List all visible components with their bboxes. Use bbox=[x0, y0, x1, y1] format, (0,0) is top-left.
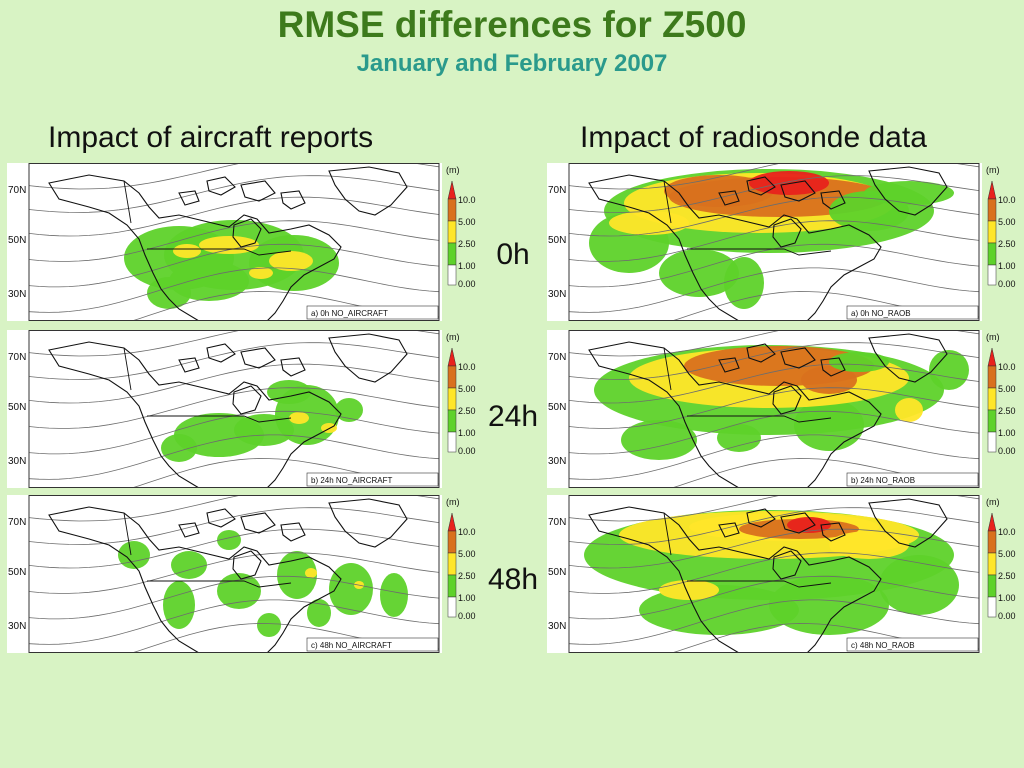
legend-level: 0.00 bbox=[458, 279, 476, 289]
lead-time-label-24h: 24h bbox=[487, 400, 539, 433]
legend-colorbar: (m) 10.0 5.00 2.50 1.00 0.00 bbox=[446, 497, 476, 621]
panel-caption: c) 48h NO_RAOB bbox=[846, 637, 979, 652]
panel-caption: a) 0h NO_AIRCRAFT bbox=[306, 305, 439, 320]
legend-level: 0.00 bbox=[458, 446, 476, 456]
legend-level: 10.0 bbox=[998, 527, 1016, 537]
latitude-label-30n: 30N bbox=[8, 289, 26, 300]
map-panel-radiosonde-48h: 70N 50N 30N c) 48h NO_RAOB (m) 10.0 5.00 2.50 1.… bbox=[547, 495, 1016, 653]
coastline bbox=[48, 166, 408, 321]
rmse-shading bbox=[161, 380, 363, 462]
map-panel-aircraft-0h: 70N 50N 30N a) 0h NO_AIRCRAFT (m) 10.0 5.00 2.5… bbox=[7, 163, 476, 321]
legend-level: 1.00 bbox=[458, 428, 476, 438]
legend-level: 10.0 bbox=[458, 362, 476, 372]
legend-level: 10.0 bbox=[458, 195, 476, 205]
legend-level: 2.50 bbox=[998, 571, 1016, 581]
svg-text:c) 48h NO_AIRCRAFT: c) 48h NO_AIRCRAFT bbox=[311, 641, 392, 650]
legend-level: 5.00 bbox=[458, 384, 476, 394]
legend-unit: (m) bbox=[986, 165, 1000, 175]
rmse-shading bbox=[589, 169, 954, 309]
legend-level: 10.0 bbox=[458, 527, 476, 537]
coastline bbox=[48, 333, 408, 488]
rmse-shading bbox=[584, 510, 959, 635]
panel-caption: b) 24h NO_RAOB bbox=[846, 472, 979, 487]
legend-level: 2.50 bbox=[458, 239, 476, 249]
latitude-label-30n: 30N bbox=[548, 289, 566, 300]
latitude-label-70n: 70N bbox=[548, 185, 566, 196]
legend-colorbar: (m) 10.0 5.00 2.50 1.00 0.00 bbox=[986, 332, 1016, 456]
svg-text:b) 24h NO_RAOB: b) 24h NO_RAOB bbox=[851, 476, 915, 485]
lead-time-label-0h: 0h bbox=[496, 238, 530, 271]
legend-colorbar: (m) 10.0 5.00 2.50 1.00 0.00 bbox=[446, 165, 476, 289]
legend-level: 10.0 bbox=[998, 195, 1016, 205]
latitude-label-50n: 50N bbox=[548, 567, 566, 578]
latitude-label-70n: 70N bbox=[8, 185, 26, 196]
column-heading-radiosonde: Impact of radiosonde data bbox=[580, 121, 927, 154]
latitude-label-70n: 70N bbox=[8, 352, 26, 363]
panel-caption: c) 48h NO_AIRCRAFT bbox=[306, 637, 439, 652]
slide-subtitle: January and February 2007 bbox=[356, 50, 668, 77]
rmse-shading bbox=[118, 530, 408, 637]
coastline bbox=[588, 166, 948, 321]
legend-level: 2.50 bbox=[998, 239, 1016, 249]
legend-unit: (m) bbox=[446, 497, 460, 507]
legend-level: 1.00 bbox=[458, 261, 476, 271]
lead-time-label-48h: 48h bbox=[487, 563, 539, 596]
legend-colorbar: (m) 10.0 5.00 2.50 1.00 0.00 bbox=[986, 165, 1016, 289]
legend-level: 1.00 bbox=[998, 428, 1016, 438]
legend-level: 5.00 bbox=[998, 384, 1016, 394]
latitude-label-50n: 50N bbox=[8, 402, 26, 413]
legend-level: 0.00 bbox=[998, 446, 1016, 456]
slide-title: RMSE differences for Z500 bbox=[277, 4, 747, 45]
legend-level: 5.00 bbox=[998, 549, 1016, 559]
legend-colorbar: (m) 10.0 5.00 2.50 1.00 0.00 bbox=[446, 332, 476, 456]
svg-text:c) 48h NO_RAOB: c) 48h NO_RAOB bbox=[851, 641, 915, 650]
svg-text:b) 24h NO_AIRCRAFT: b) 24h NO_AIRCRAFT bbox=[311, 476, 392, 485]
latitude-label-50n: 50N bbox=[548, 235, 566, 246]
coastline bbox=[588, 498, 948, 653]
svg-text:a) 0h NO_RAOB: a) 0h NO_RAOB bbox=[851, 309, 911, 318]
latitude-label-30n: 30N bbox=[548, 456, 566, 467]
latitude-label-70n: 70N bbox=[548, 352, 566, 363]
legend-level: 0.00 bbox=[998, 279, 1016, 289]
legend-unit: (m) bbox=[446, 332, 460, 342]
panel-caption: a) 0h NO_RAOB bbox=[846, 305, 979, 320]
legend-colorbar: (m) 10.0 5.00 2.50 1.00 0.00 bbox=[986, 497, 1016, 621]
map-panel-radiosonde-24h: 70N 50N 30N b) 24h NO_RAOB (m) 10.0 5.00 2.50 1.… bbox=[547, 330, 1016, 488]
latitude-label-70n: 70N bbox=[8, 517, 26, 528]
latitude-label-50n: 50N bbox=[8, 567, 26, 578]
latitude-label-50n: 50N bbox=[8, 235, 26, 246]
svg-text:a) 0h NO_AIRCRAFT: a) 0h NO_AIRCRAFT bbox=[311, 309, 388, 318]
legend-level: 1.00 bbox=[998, 593, 1016, 603]
legend-level: 2.50 bbox=[458, 406, 476, 416]
map-panel-radiosonde-0h: 70N 50N 30N a) 0h NO_RAOB (m) 10.0 5.00 2.50 1.0… bbox=[547, 163, 1016, 321]
map-panel-aircraft-48h: 70N 50N 30N c) 48h NO_AIRCRAFT (m) 10.0 5.00 2.… bbox=[7, 495, 476, 653]
legend-level: 10.0 bbox=[998, 362, 1016, 372]
legend-level: 2.50 bbox=[998, 406, 1016, 416]
legend-level: 1.00 bbox=[458, 593, 476, 603]
legend-level: 1.00 bbox=[998, 261, 1016, 271]
latitude-label-30n: 30N bbox=[8, 456, 26, 467]
latitude-label-70n: 70N bbox=[548, 517, 566, 528]
legend-unit: (m) bbox=[986, 332, 1000, 342]
legend-unit: (m) bbox=[986, 497, 1000, 507]
legend-level: 2.50 bbox=[458, 571, 476, 581]
map-panel-aircraft-24h: 70N 50N 30N b) 24h NO_AIRCRAFT (m) 10.0 5.00 2.… bbox=[7, 330, 476, 488]
legend-level: 0.00 bbox=[458, 611, 476, 621]
coastline bbox=[48, 498, 408, 653]
latitude-label-30n: 30N bbox=[8, 621, 26, 632]
legend-unit: (m) bbox=[446, 165, 460, 175]
legend-level: 0.00 bbox=[998, 611, 1016, 621]
legend-level: 5.00 bbox=[998, 217, 1016, 227]
legend-level: 5.00 bbox=[458, 217, 476, 227]
latitude-label-30n: 30N bbox=[548, 621, 566, 632]
panel-caption: b) 24h NO_AIRCRAFT bbox=[306, 472, 439, 487]
rmse-shading bbox=[124, 220, 339, 309]
coastline bbox=[588, 333, 948, 488]
rmse-shading bbox=[594, 345, 969, 460]
latitude-label-50n: 50N bbox=[548, 402, 566, 413]
legend-level: 5.00 bbox=[458, 549, 476, 559]
column-heading-aircraft: Impact of aircraft reports bbox=[48, 121, 374, 154]
